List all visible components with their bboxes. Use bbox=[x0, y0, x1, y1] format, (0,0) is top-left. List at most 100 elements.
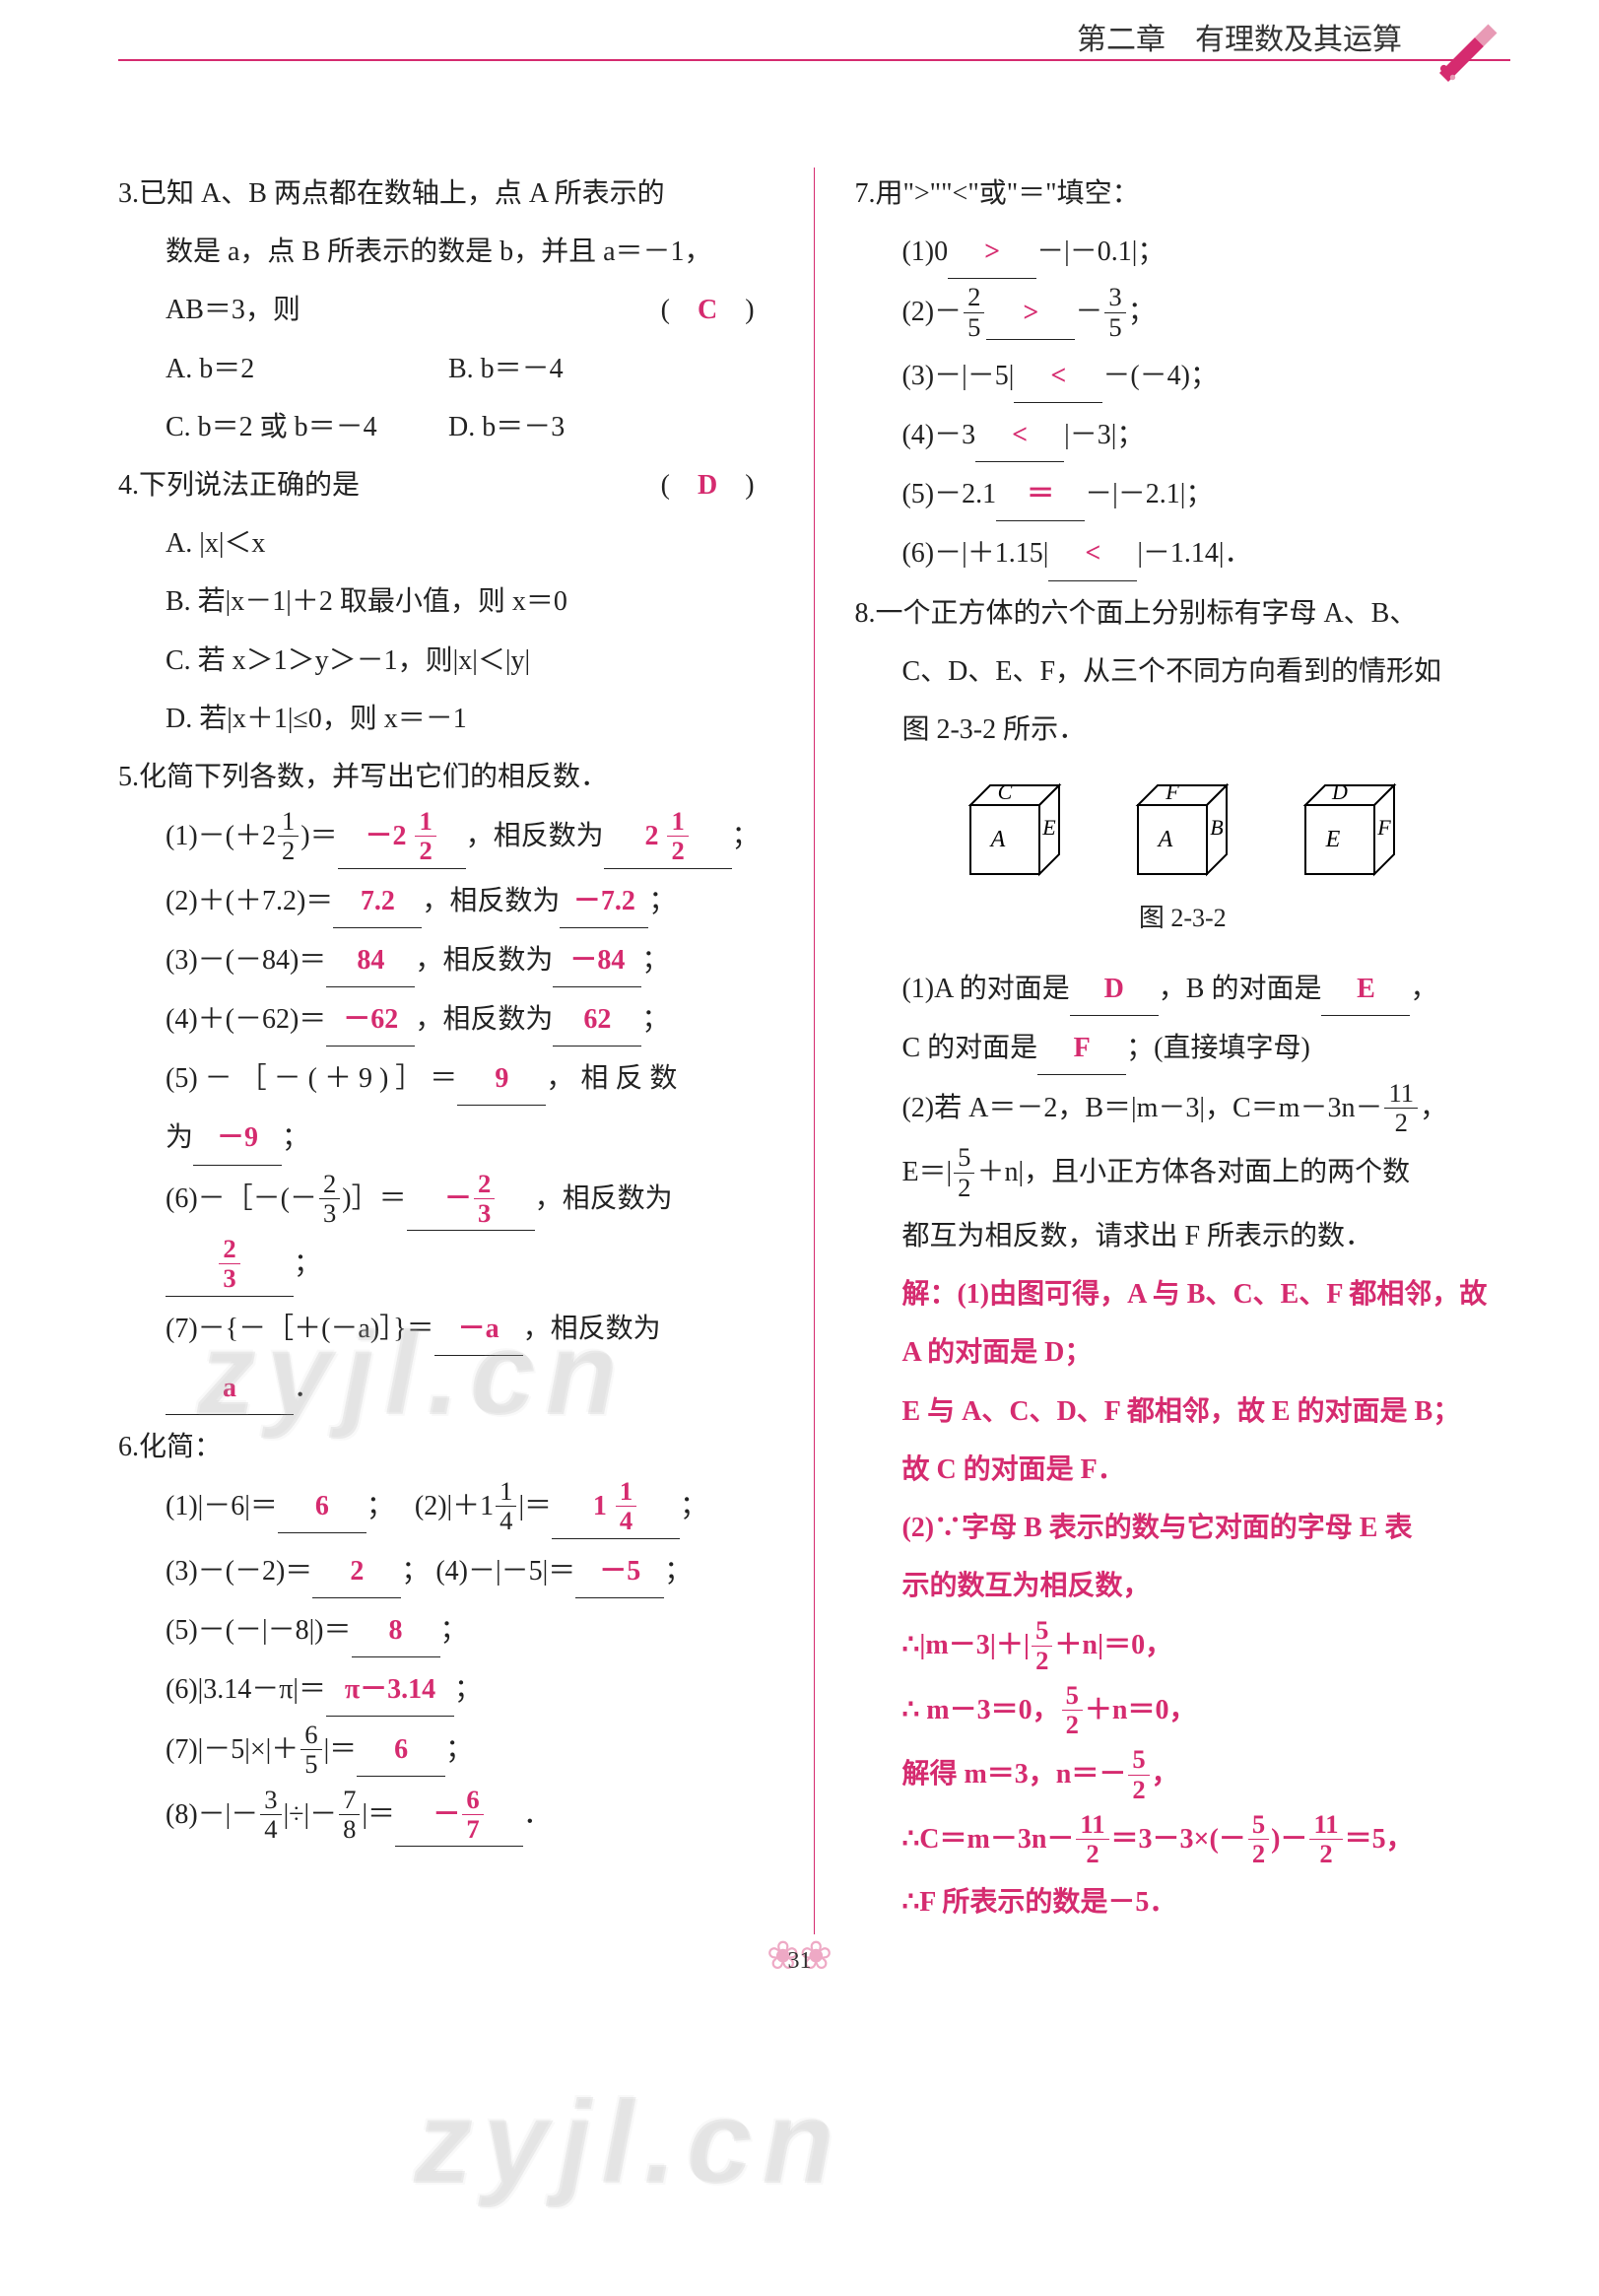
q5-p3-a2: －84 bbox=[553, 934, 641, 987]
svg-text:E: E bbox=[1325, 827, 1341, 852]
q8-p2b: E＝|52＋n|，且小正方体各对面上的两个数 bbox=[854, 1145, 1510, 1204]
cube-3: D E F bbox=[1286, 776, 1414, 884]
q8-sol-l3: E 与 A、C、D、F 都相邻，故 E 的对面是 B； bbox=[854, 1385, 1510, 1438]
q5-p3: (3)－(－84)＝84，相反数为－84； bbox=[118, 934, 774, 987]
q7: 7.用">""<"或"＝"填空： bbox=[854, 168, 1510, 220]
q5-p7-a2: a bbox=[166, 1362, 294, 1415]
column-divider bbox=[814, 168, 816, 1934]
q8-p1b-a: F bbox=[1037, 1022, 1126, 1075]
q5-p1: (1)－(＋212)＝－2 12，相反数为2 12； bbox=[118, 809, 774, 869]
q3-num: 3. bbox=[118, 178, 139, 209]
q3-stem2: 数是 a，点 B 所表示的数是 b，并且 a＝－1， bbox=[118, 226, 774, 278]
q3: 3.已知 A、B 两点都在数轴上，点 A 所表示的 bbox=[118, 168, 774, 220]
svg-text:A: A bbox=[989, 827, 1006, 852]
q7-p1-a: > bbox=[948, 226, 1036, 279]
q8-sol-l6: 示的数互为相反数， bbox=[854, 1560, 1510, 1612]
q5-p5-a1: 9 bbox=[457, 1052, 546, 1106]
watermark-2: zyjl.cn bbox=[414, 2030, 844, 2255]
q8-p2c: 都互为相反数，请求出 F 所表示的数． bbox=[854, 1210, 1510, 1262]
q4-optB: B. 若|x－1|＋2 取最小值，则 x＝0 bbox=[118, 575, 774, 628]
fig-caption: 图 2-3-2 bbox=[854, 894, 1510, 942]
q3-optA: A. b＝2 bbox=[166, 343, 441, 395]
q8-sol-l5: (2)∵字母 B 表示的数与它对面的字母 E 表 bbox=[854, 1502, 1510, 1554]
q7-p3-a: < bbox=[1014, 350, 1102, 403]
q4: 4.下列说法正确的是 ( D ) bbox=[118, 459, 774, 511]
q6-num: 6. bbox=[118, 1432, 139, 1462]
q5-p2-a1: 7.2 bbox=[333, 875, 422, 928]
q5-p1-pre: (1)－(＋2 bbox=[166, 821, 276, 851]
q3-opts-ab: A. b＝2 B. b＝－4 bbox=[118, 343, 774, 395]
page-number: 31 bbox=[788, 1939, 812, 1985]
q6-p3-a: 2 bbox=[312, 1545, 401, 1598]
q4-answer-paren: ( D ) bbox=[661, 459, 755, 511]
q7-p6: (6)－|＋1.15|<|－1.14|． bbox=[854, 527, 1510, 580]
cube-figures: C A E F A B D E F bbox=[854, 776, 1510, 884]
q3-stem1: 已知 A、B 两点都在数轴上，点 A 所表示的 bbox=[139, 178, 665, 209]
q6-p7-a: 6 bbox=[357, 1723, 445, 1777]
q3-stem3-row: AB＝3，则 ( C ) bbox=[118, 284, 774, 336]
q5-p7-a1: －a bbox=[434, 1303, 523, 1356]
q7-p4-a: < bbox=[975, 409, 1064, 462]
q5-p2-a2: －7.2 bbox=[560, 875, 648, 928]
svg-text:A: A bbox=[1157, 827, 1173, 852]
q7-p5-a: ＝ bbox=[996, 468, 1085, 521]
q3-opts-cd: C. b＝2 或 b＝－4 D. b＝－3 bbox=[118, 401, 774, 453]
page-header: 第二章 有理数及其运算 bbox=[118, 59, 1510, 138]
q4-answer: D bbox=[698, 470, 717, 501]
q5-stem: 化简下列各数，并写出它们的相反数． bbox=[139, 762, 608, 792]
q8-sol-l2: A 的对面是 D； bbox=[854, 1326, 1510, 1379]
q8-sol-l4: 故 C 的对面是 F． bbox=[854, 1444, 1510, 1496]
q8: 8.一个正方体的六个面上分别标有字母 A、B、 bbox=[854, 587, 1510, 640]
q5-p4-a2: 62 bbox=[553, 993, 641, 1047]
q8-p1-a1: D bbox=[1070, 963, 1159, 1016]
q8-sol-l7: ∴|m－3|＋|52＋n|＝0， bbox=[854, 1618, 1510, 1677]
q5-p6: (6)－［－(－23)］＝－23，相反数为 bbox=[118, 1172, 774, 1232]
q5: 5.化简下列各数，并写出它们的相反数． bbox=[118, 751, 774, 803]
q7-p3: (3)－|－5|<－(－4)； bbox=[854, 350, 1510, 403]
q5-p4-a1: －62 bbox=[326, 993, 415, 1047]
q6-p7: (7)|－5|×|＋65|＝6； bbox=[118, 1722, 774, 1782]
q6-p4-a: －5 bbox=[575, 1545, 664, 1598]
q7-p6-a: < bbox=[1048, 527, 1137, 580]
cube-1: C A E bbox=[951, 776, 1079, 884]
q8-sol-l9: 解得 m＝3，n＝－52， bbox=[854, 1747, 1510, 1806]
q8-p1b: C 的对面是F；(直接填字母) bbox=[854, 1022, 1510, 1075]
q5-p6b: 23； bbox=[118, 1237, 774, 1297]
q7-num: 7. bbox=[854, 178, 875, 209]
q8-sol-l1: 解：(1)由图可得，A 与 B、C、E、F 都相邻，故 bbox=[854, 1268, 1510, 1320]
q3-optB: B. b＝－4 bbox=[448, 354, 564, 384]
q6-p5-a: 8 bbox=[352, 1604, 440, 1657]
chapter-title: 第二章 有理数及其运算 bbox=[1077, 12, 1402, 68]
q4-optD: D. 若|x＋1|≤0，则 x＝－1 bbox=[118, 693, 774, 745]
q8-sol-l10: ∴C＝m－3n－112＝3－3×(－52)－112＝5， bbox=[854, 1812, 1510, 1871]
q7-p2: (2)－25>－35； bbox=[854, 285, 1510, 344]
q6-p12: (1)|－6|＝6； (2)|＋114|＝1 14； bbox=[118, 1479, 774, 1539]
q6-p5: (5)－(－|－8|)＝8； bbox=[118, 1604, 774, 1657]
q8-p2: (2)若 A＝－2，B＝|m－3|，C＝m－3n－112， bbox=[854, 1081, 1510, 1140]
q7-p5: (5)－2.1＝－|－2.1|； bbox=[854, 468, 1510, 521]
q3-stem3: AB＝3，则 bbox=[166, 295, 300, 325]
q3-optC: C. b＝2 或 b＝－4 bbox=[166, 401, 441, 453]
q6-p6: (6)|3.14－π|＝π－3.14； bbox=[118, 1663, 774, 1717]
q5-p1-a1: －2 12 bbox=[338, 809, 466, 869]
q5-p4: (4)＋(－62)＝－62，相反数为62； bbox=[118, 993, 774, 1047]
q4-optA: A. |x|＜x bbox=[118, 517, 774, 570]
q7-stem: 用">""<"或"＝"填空： bbox=[875, 178, 1139, 209]
q6-p2-a: 1 14 bbox=[552, 1479, 680, 1539]
q4-stem: 下列说法正确的是 bbox=[139, 470, 360, 501]
q6-p1-a: 6 bbox=[278, 1480, 366, 1533]
q7-p4: (4)－3<|－3|； bbox=[854, 409, 1510, 462]
q3-optD: D. b＝－3 bbox=[448, 412, 565, 442]
svg-text:C: C bbox=[998, 779, 1013, 804]
q3-answer-paren: ( C ) bbox=[661, 284, 755, 336]
cube-2: F A B bbox=[1118, 776, 1246, 884]
q6-p8: (8)－|－34|÷|－78|＝－67． bbox=[118, 1788, 774, 1848]
left-column: 3.已知 A、B 两点都在数轴上，点 A 所表示的 数是 a，点 B 所表示的数… bbox=[118, 168, 774, 1934]
svg-text:F: F bbox=[1166, 779, 1180, 804]
q6: 6.化简： bbox=[118, 1421, 774, 1473]
q5-p3-a1: 84 bbox=[326, 934, 415, 987]
q5-p7b: a． bbox=[118, 1362, 774, 1415]
svg-text:E: E bbox=[1042, 815, 1057, 840]
q8-num: 8. bbox=[854, 598, 875, 629]
q6-p34: (3)－(－2)＝2； (4)－|－5|＝－5； bbox=[118, 1545, 774, 1598]
